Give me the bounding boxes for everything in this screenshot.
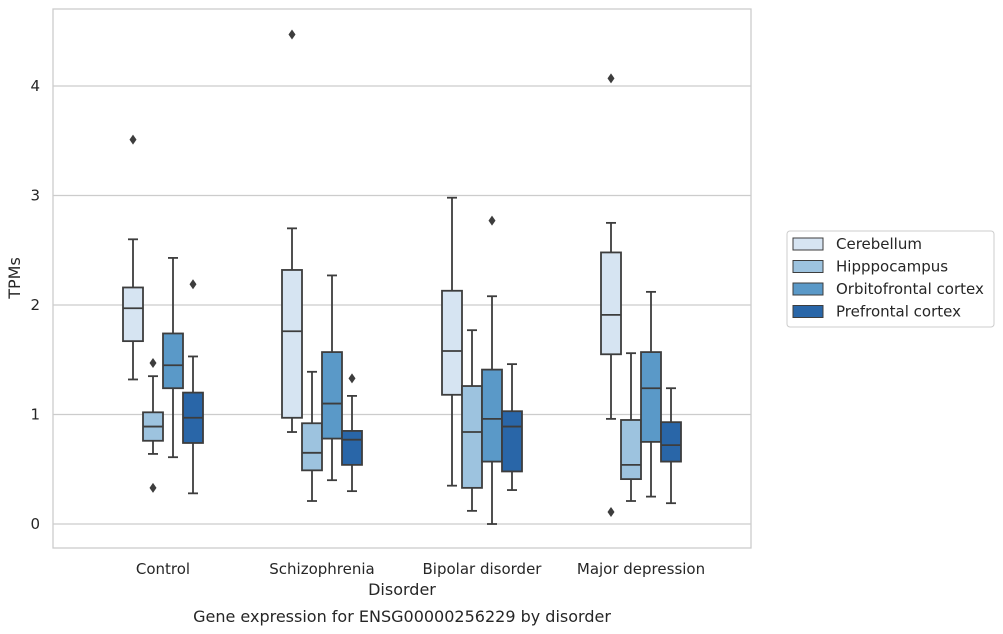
box-iqr (122, 286, 144, 343)
box-iqr (321, 351, 343, 440)
box-iqr (162, 332, 184, 390)
box-iqr (501, 410, 523, 473)
x-tick-label: Control (136, 560, 190, 578)
x-tick-label: Major depression (577, 560, 705, 578)
y-tick-label: 4 (30, 77, 40, 95)
outlier-point (348, 373, 356, 384)
box-iqr (600, 251, 622, 356)
box-iqr (341, 430, 363, 466)
legend-entry-label: Orbitofrontal cortex (836, 280, 984, 298)
y-tick-label: 1 (30, 406, 40, 424)
legend-entry-label: Prefrontal cortex (836, 303, 961, 321)
box-series-group (122, 29, 682, 525)
plot-area-frame (52, 8, 752, 549)
series-orbitofrontal-cortex (162, 215, 662, 525)
box-iqr (441, 289, 463, 396)
box-iqr (481, 368, 503, 463)
legend-frame (786, 230, 995, 328)
legend-entry-label: Cerebellum (836, 235, 922, 253)
series-cerebellum (122, 29, 622, 517)
legend-swatch (792, 260, 824, 273)
series-prefrontal-cortex (182, 279, 682, 505)
outlier-point (129, 134, 137, 145)
y-axis-ticks: 0 1 2 3 4 (30, 77, 40, 533)
chart-title: Gene expression for ENSG00000256229 by d… (193, 607, 611, 626)
legend: Cerebellum Hipppocampus Orbitofrontal cort… (786, 230, 995, 328)
outlier-point (149, 482, 157, 493)
legend-entry-label: Hipppocampus (836, 258, 948, 276)
outlier-point (488, 215, 496, 226)
outlier-point (607, 73, 615, 84)
legend-swatch (792, 282, 824, 296)
outlier-point (189, 279, 197, 290)
series-hipppocampus (142, 329, 642, 512)
y-axis-label: TPMs (5, 257, 24, 300)
x-tick-label: Schizophrenia (269, 560, 374, 578)
x-axis-ticks: Control Schizophrenia Bipolar disorder Majo… (136, 560, 705, 578)
box-iqr (301, 422, 323, 472)
x-tick-label: Bipolar disorder (423, 560, 543, 578)
box-iqr (640, 351, 662, 443)
y-tick-label: 3 (30, 187, 40, 205)
outlier-point (149, 358, 157, 369)
legend-swatch (792, 237, 824, 251)
y-tick-label: 0 (30, 515, 40, 533)
outlier-point (607, 506, 615, 517)
box-iqr (660, 421, 682, 463)
gridlines (53, 85, 751, 525)
legend-swatch (792, 305, 824, 318)
box-iqr (461, 385, 483, 489)
box-iqr (281, 269, 303, 419)
outlier-point (288, 29, 296, 40)
y-tick-label: 2 (30, 296, 40, 314)
x-axis-label: Disorder (368, 580, 436, 599)
box-iqr (620, 419, 642, 481)
